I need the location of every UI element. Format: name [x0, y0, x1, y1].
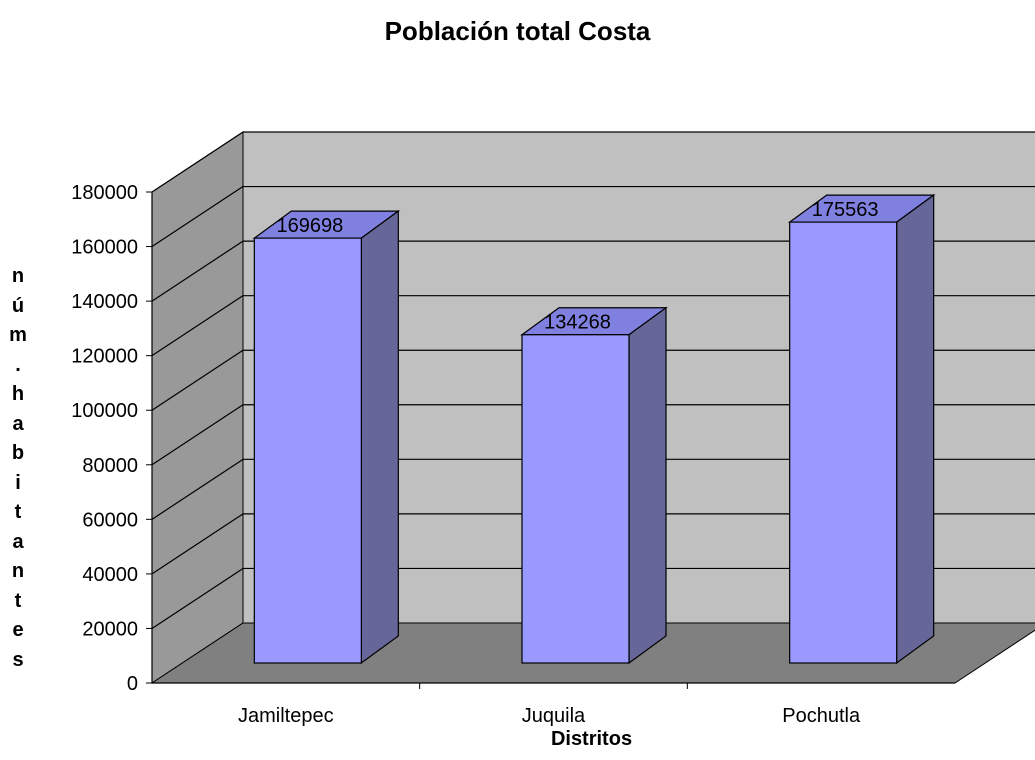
bar-side: [896, 193, 935, 665]
gridline-side: [151, 458, 244, 520]
y-tick-label: 100000: [71, 400, 138, 422]
gridline-side: [151, 131, 244, 193]
y-axis-title: n ú m . h a b i t a n t e s: [9, 265, 27, 671]
x-tick-label: Jamiltepec: [238, 705, 334, 727]
gridline-side: [151, 349, 244, 411]
y-tick-label: 120000: [71, 346, 138, 368]
y-tick-label: 80000: [82, 455, 138, 477]
gridline-side: [151, 295, 244, 357]
gridline-side: [151, 404, 244, 466]
labels: 169698 Jamiltepec 134268 Juquila 175563 Pochu…: [238, 199, 879, 727]
y-tick-label: 180000: [71, 182, 138, 204]
bar-side: [628, 306, 667, 665]
x-tick-label: Juquila: [522, 705, 586, 727]
x-axis-title: Distritos: [550, 728, 633, 750]
data-label: 175563: [812, 199, 879, 221]
y-tick-label: 0: [127, 673, 138, 695]
gridline-side: [151, 567, 244, 629]
chart-title: Población total Costa: [384, 16, 651, 46]
bar-side: [360, 209, 399, 665]
y-tick-label: 140000: [71, 291, 138, 313]
gridline-side: [151, 513, 244, 575]
data-label: 169698: [276, 215, 343, 237]
y-tick-label: 60000: [82, 509, 138, 531]
y-tick-label: 160000: [71, 237, 138, 259]
side-wall: [151, 131, 244, 684]
bar-front: [521, 334, 630, 664]
data-label: 134268: [544, 312, 611, 334]
gridline-side: [151, 186, 244, 248]
bar-front: [789, 221, 898, 664]
axes: 0 20000 40000 60000 80000 100000 120000 140000 1…: [71, 182, 955, 695]
bars: [252, 193, 936, 665]
bar-front: [253, 237, 362, 664]
gridline-side: [151, 240, 244, 302]
y-tick-label: 40000: [82, 564, 138, 586]
x-tick-label: Pochutla: [782, 705, 861, 727]
y-tick-label: 20000: [82, 618, 138, 640]
